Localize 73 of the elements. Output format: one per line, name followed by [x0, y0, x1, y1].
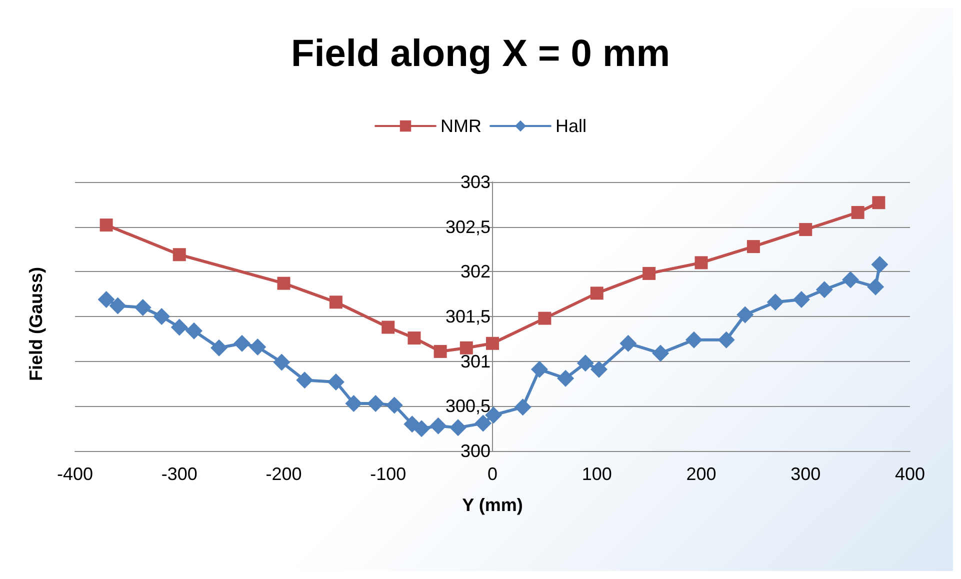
- x-tick-label: -200: [266, 464, 302, 484]
- point: [851, 206, 864, 219]
- y-tick-label: 302: [460, 262, 490, 282]
- point: [450, 419, 467, 436]
- point: [413, 420, 430, 438]
- point: [273, 354, 290, 371]
- point: [872, 196, 886, 210]
- x-axis-title: Y (mm): [462, 495, 523, 515]
- point: [210, 339, 228, 356]
- point: [530, 360, 548, 378]
- point: [642, 266, 656, 280]
- point: [327, 373, 344, 390]
- point: [842, 271, 860, 288]
- legend-label: NMR: [440, 116, 482, 136]
- x-tick-label: 300: [790, 464, 821, 484]
- point: [620, 334, 637, 352]
- point: [367, 394, 384, 412]
- point: [277, 276, 290, 290]
- point: [430, 417, 447, 434]
- point: [486, 336, 499, 350]
- point: [98, 290, 115, 308]
- x-tick-label: -300: [161, 464, 198, 484]
- x-tick-label: 0: [487, 464, 498, 484]
- point: [694, 256, 708, 270]
- y-axis-title: Field (Gauss): [26, 266, 46, 382]
- point: [557, 370, 574, 387]
- y-tick-label: 300: [460, 441, 490, 461]
- point: [736, 306, 754, 324]
- x-tick-label: 100: [582, 464, 612, 484]
- point: [185, 322, 202, 340]
- y-tick-label: 302,5: [445, 216, 490, 237]
- x-tick-label: 400: [894, 464, 926, 484]
- point: [590, 360, 608, 378]
- point: [382, 320, 395, 334]
- legend-label: Hall: [555, 116, 587, 136]
- y-tick-label: 303: [460, 172, 490, 192]
- y-tick-label: 301: [460, 351, 490, 372]
- y-tick-label: 301,5: [445, 306, 490, 326]
- point: [153, 308, 170, 325]
- point: [386, 396, 403, 414]
- point: [109, 297, 126, 314]
- point: [172, 248, 186, 262]
- point: [590, 286, 604, 300]
- point: [296, 372, 314, 389]
- point: [100, 218, 113, 232]
- point: [718, 331, 735, 348]
- point: [867, 278, 884, 296]
- point: [134, 299, 152, 316]
- point: [460, 341, 473, 354]
- point: [652, 344, 670, 362]
- point: [766, 294, 784, 311]
- point: [408, 332, 421, 345]
- point: [538, 312, 552, 325]
- point: [434, 344, 447, 358]
- chart-title: Field along X = 0 mm: [290, 33, 670, 75]
- point: [746, 240, 760, 254]
- point: [249, 338, 266, 356]
- point: [685, 331, 702, 348]
- point: [329, 296, 342, 309]
- x-tick-label: 200: [686, 464, 716, 484]
- point: [345, 394, 362, 412]
- x-tick-label: -400: [56, 464, 94, 484]
- point: [792, 290, 810, 308]
- point: [799, 223, 812, 236]
- point: [816, 281, 833, 298]
- point: [170, 318, 188, 336]
- point: [474, 414, 492, 432]
- point: [871, 256, 888, 273]
- point: [234, 334, 250, 352]
- point: [576, 354, 594, 372]
- x-tick-label: -100: [370, 464, 406, 484]
- y-tick-label: 300,5: [445, 396, 490, 416]
- point: [514, 398, 532, 416]
